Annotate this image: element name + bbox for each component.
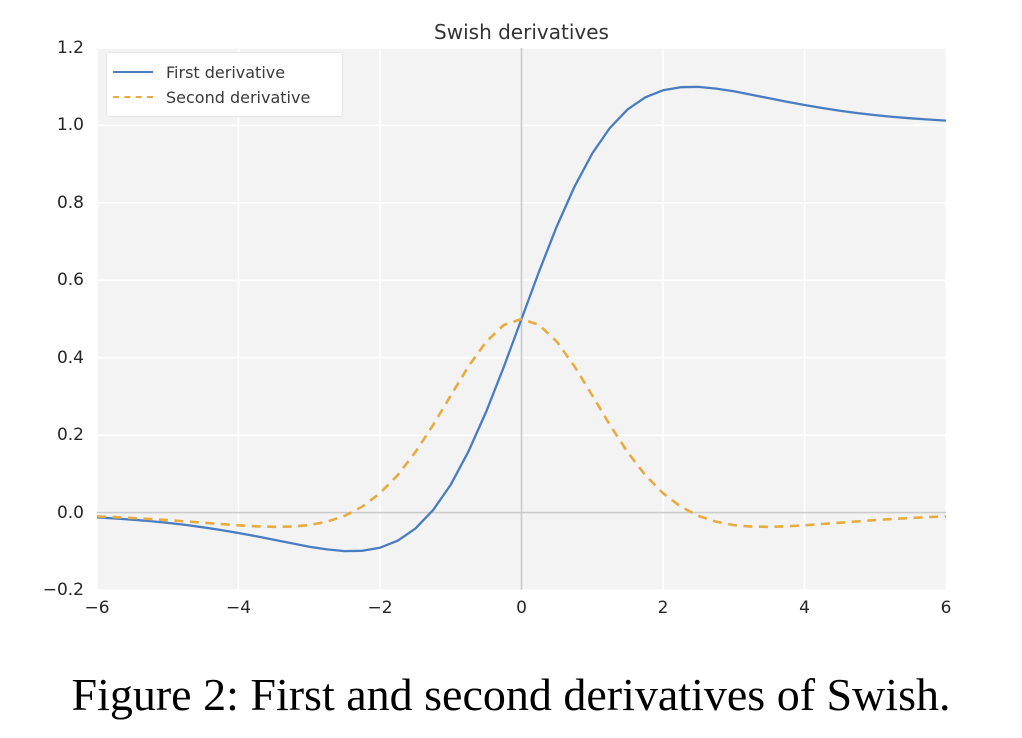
y-tick-label: 1.0	[56, 115, 84, 136]
swish-derivatives-figure: Swish derivatives First derivative Secon…	[42, 20, 952, 618]
x-tick-label: 2	[657, 598, 669, 618]
legend-item-second-derivative: Second derivative	[113, 86, 328, 108]
x-tick-label: 4	[799, 598, 810, 618]
figure-caption: Figure 2: First and second derivatives o…	[71, 669, 951, 720]
x-tick-label: 0	[516, 598, 527, 618]
legend: First derivative Second derivative	[106, 52, 343, 117]
y-tick-label: 0.0	[56, 502, 84, 523]
second-derivative-line-sample-icon	[113, 96, 153, 98]
x-tick-label: 6	[940, 598, 952, 618]
x-tick-label: −2	[367, 598, 393, 618]
y-tick-label: 0.4	[56, 347, 84, 368]
plot-area	[97, 48, 946, 590]
y-tick-label: 0.2	[56, 425, 84, 446]
legend-label-first-derivative: First derivative	[166, 62, 286, 82]
y-tick-label: 0.6	[56, 270, 84, 291]
first-derivative-line-sample-icon	[113, 71, 153, 73]
y-tick-label: 0.8	[56, 192, 84, 213]
x-tick-label: −6	[84, 598, 110, 618]
chart-title: Swish derivatives	[434, 20, 609, 44]
x-tick-label: −4	[225, 598, 252, 618]
y-tick-label: −0.2	[42, 580, 84, 600]
y-tick-label: 1.2	[56, 38, 84, 58]
legend-label-second-derivative: Second derivative	[166, 87, 311, 107]
second-derivative-curve	[97, 317, 946, 529]
legend-item-first-derivative: First derivative	[113, 61, 328, 83]
